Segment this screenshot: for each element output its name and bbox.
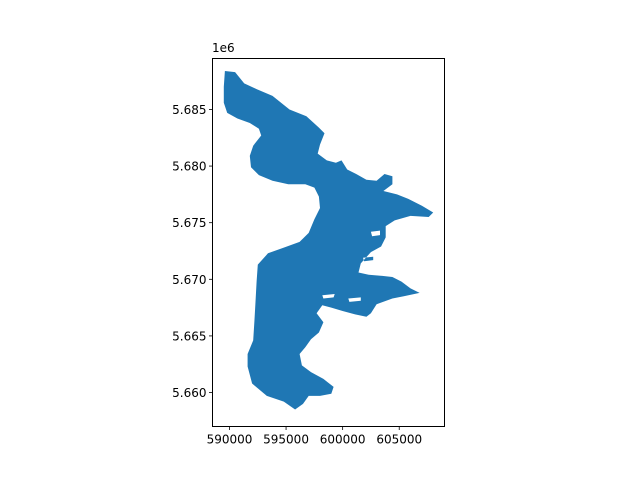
y-tick-label: 5.660: [172, 386, 206, 400]
x-tick-label: 605000: [376, 433, 422, 447]
region-polygon: [223, 71, 434, 410]
y-tick-label: 5.665: [172, 329, 206, 343]
y-axis-offset-text: 1e6: [212, 41, 235, 55]
x-tick-label: 595000: [263, 433, 309, 447]
y-tick-label: 5.685: [172, 103, 206, 117]
axes-frame: [212, 58, 445, 427]
x-tick-label: 600000: [320, 433, 366, 447]
x-axis: 590000 595000 600000 605000: [207, 426, 422, 447]
y-axis: 5.660 5.665 5.670 5.675 5.680 5.685: [172, 103, 213, 400]
y-tick-label: 5.670: [172, 273, 206, 287]
plot-area: [223, 71, 434, 410]
y-tick-label: 5.675: [172, 216, 206, 230]
x-tick-label: 590000: [207, 433, 253, 447]
y-tick-label: 5.680: [172, 160, 206, 174]
